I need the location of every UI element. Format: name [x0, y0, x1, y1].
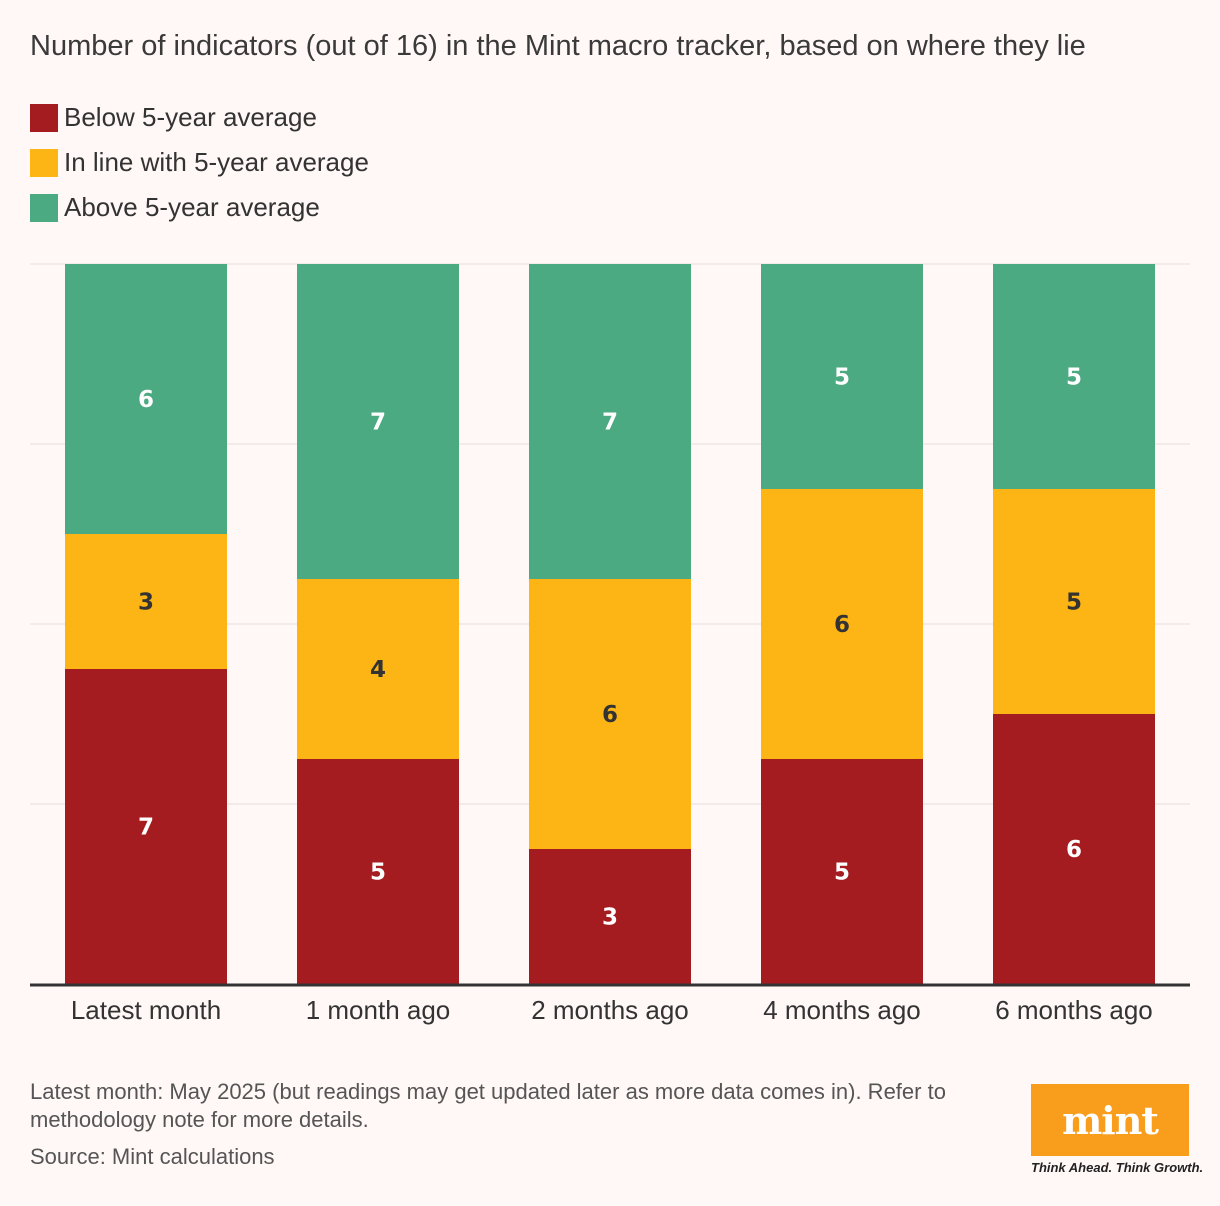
legend-item-below: Below 5-year average	[30, 95, 369, 140]
stacked-bar-chart: 7 3 6 Latest month 5 4 7 1 month ago 3 6 7 2 months…	[30, 263, 1190, 1025]
data-label-1-1: 4	[370, 657, 386, 683]
data-label-4-2: 5	[1066, 365, 1082, 391]
data-label-1-0: 5	[370, 860, 386, 886]
data-label-4-1: 5	[1066, 590, 1082, 616]
legend-swatch-below	[30, 103, 58, 132]
legend-item-inline: In line with 5-year average	[30, 140, 369, 185]
bar-segment-0-1	[65, 534, 227, 669]
data-label-3-1: 6	[834, 612, 850, 638]
bar-segment-4-0	[993, 714, 1155, 984]
x-tick-label-4: 6 months ago	[995, 995, 1153, 1025]
bar-segment-0-0	[65, 669, 227, 984]
data-label-0-1: 3	[138, 590, 154, 616]
bar-segment-2-2	[529, 264, 691, 579]
x-tick-label-2: 2 months ago	[531, 995, 689, 1025]
data-label-0-0: 7	[138, 815, 154, 841]
bar-segment-1-2	[297, 264, 459, 579]
bar-segment-1-1	[297, 579, 459, 759]
legend-swatch-above	[30, 193, 58, 222]
data-label-2-0: 3	[602, 905, 618, 931]
mint-tagline: Think Ahead. Think Growth.	[1031, 1160, 1204, 1175]
data-label-1-2: 7	[370, 410, 386, 436]
bar-segment-2-0	[529, 849, 691, 984]
legend-label-below: Below 5-year average	[64, 102, 317, 132]
data-label-3-2: 5	[834, 365, 850, 391]
data-label-0-2: 6	[138, 387, 154, 413]
source-note: Source: Mint calculations	[30, 1144, 275, 1169]
bar-segment-3-1	[761, 489, 923, 759]
bar-segment-0-2	[65, 264, 227, 534]
data-label-2-1: 6	[602, 702, 618, 728]
bar-segment-4-2	[993, 264, 1155, 489]
data-label-2-2: 7	[602, 410, 618, 436]
x-tick-label-1: 1 month ago	[306, 995, 451, 1025]
x-tick-label-0: Latest month	[71, 995, 221, 1025]
bar-segment-1-0	[297, 759, 459, 984]
bar-segment-4-1	[993, 489, 1155, 714]
bar-segment-3-0	[761, 759, 923, 984]
mint-logo-text: mint	[1062, 1097, 1159, 1143]
legend-item-above: Above 5-year average	[30, 185, 369, 230]
footnote: Latest month: May 2025 (but readings may…	[30, 1079, 946, 1132]
bar-segment-2-1	[529, 579, 691, 849]
legend-swatch-inline	[30, 148, 58, 177]
legend-label-above: Above 5-year average	[64, 192, 320, 222]
legend-label-inline: In line with 5-year average	[64, 147, 369, 177]
data-label-4-0: 6	[1066, 837, 1082, 863]
legend: Below 5-year average In line with 5-year…	[30, 95, 369, 230]
bar-segment-3-2	[761, 264, 923, 489]
mint-logo: mint	[1031, 1084, 1189, 1156]
x-tick-label-3: 4 months ago	[763, 995, 921, 1025]
chart-title: Number of indicators (out of 16) in the …	[30, 30, 1086, 62]
data-label-3-0: 5	[834, 860, 850, 886]
